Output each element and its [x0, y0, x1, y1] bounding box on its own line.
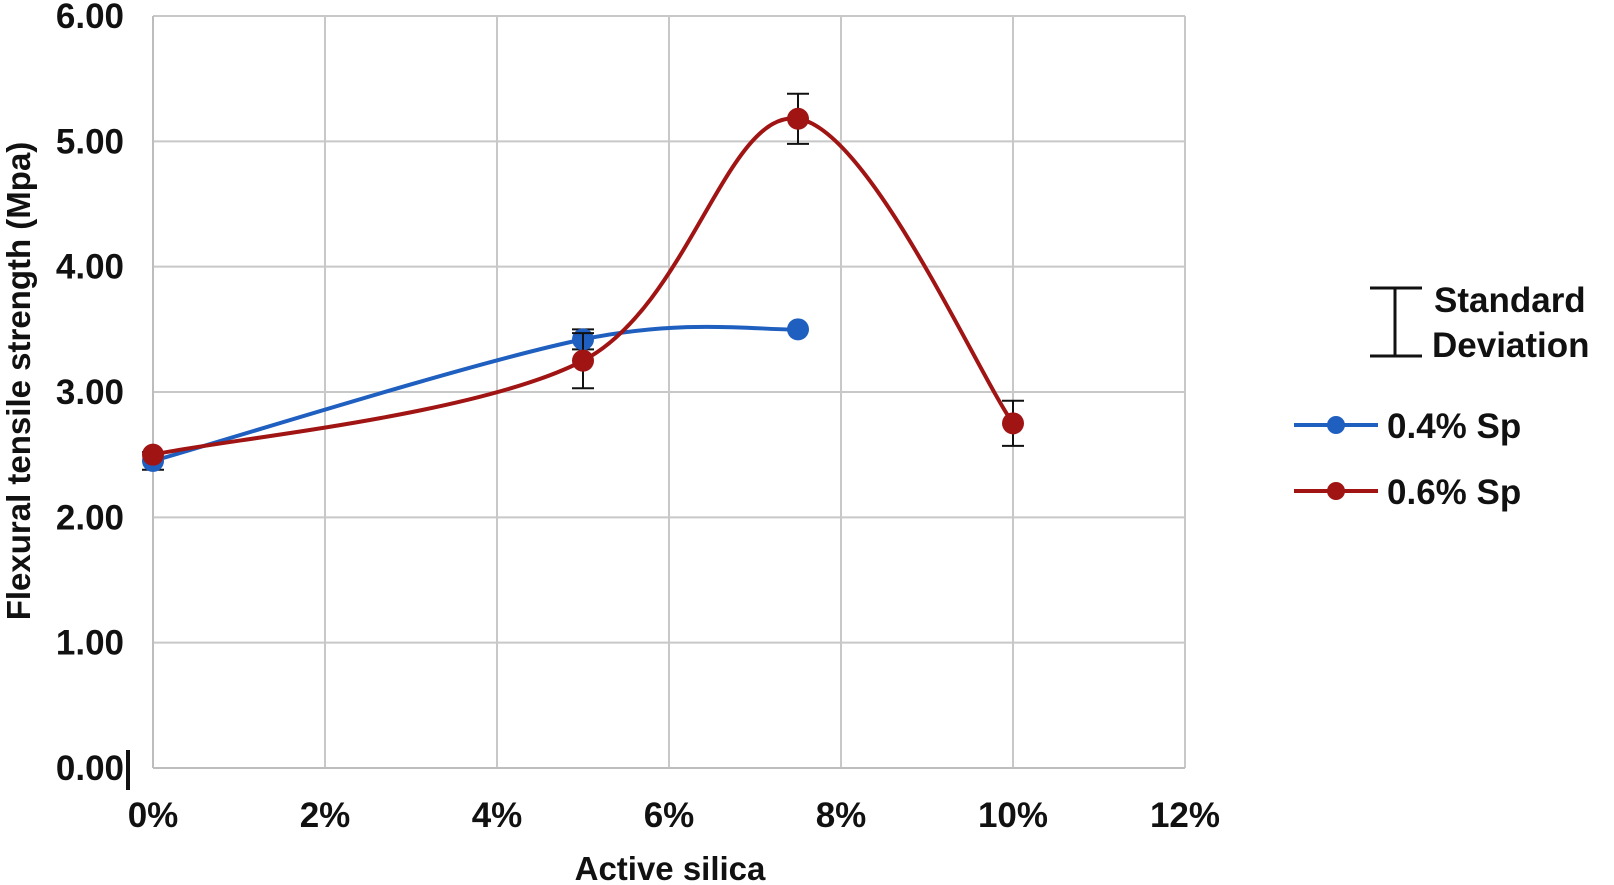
data-point — [572, 349, 594, 372]
legend-item-1: 0.4% Sp — [1294, 407, 1521, 446]
y-tick-label: 0.00 — [56, 749, 124, 788]
y-tick-label: 6.00 — [56, 0, 124, 36]
data-point — [142, 443, 164, 466]
series-1 — [142, 318, 809, 472]
x-tick-label: 8% — [816, 796, 867, 835]
y-axis-title: Flexural tensile strength (Mpa) — [0, 142, 37, 621]
x-axis-title: Active silica — [575, 850, 766, 885]
data-point — [787, 318, 809, 341]
y-tick-label: 5.00 — [56, 122, 124, 161]
y-tick-label: 1.00 — [56, 624, 124, 663]
legend: Standard Deviation 0.4% Sp 0.6% Sp — [1294, 281, 1590, 512]
legend-item-2: 0.6% Sp — [1294, 473, 1521, 512]
x-tick-label: 12% — [1150, 796, 1220, 835]
data-point — [1002, 412, 1024, 435]
legend-errorbar-label-line2: Deviation — [1432, 326, 1590, 365]
legend-label: 0.4% Sp — [1387, 407, 1521, 446]
legend-label: 0.6% Sp — [1387, 473, 1521, 512]
x-axis-ticks: 0% 2% 4% 6% 8% 10% 12% — [128, 796, 1220, 835]
y-tick-label: 2.00 — [56, 498, 124, 537]
series-line — [152, 324, 799, 463]
series-2 — [142, 92, 1024, 466]
data-point — [787, 107, 809, 130]
series-line — [152, 116, 1015, 457]
x-tick-label: 0% — [128, 796, 179, 835]
y-tick-label: 4.00 — [56, 248, 124, 287]
legend-errorbar-icon — [1370, 286, 1422, 358]
legend-marker — [1327, 482, 1345, 500]
series-layer — [142, 92, 1024, 472]
x-tick-label: 6% — [644, 796, 695, 835]
legend-errorbar-label-line1: Standard — [1434, 281, 1586, 320]
legend-series: 0.4% Sp 0.6% Sp — [1294, 407, 1521, 512]
x-tick-label: 4% — [472, 796, 523, 835]
legend-marker — [1327, 416, 1345, 434]
y-axis-ticks: 0.00 1.00 2.00 3.00 4.00 5.00 6.00 — [56, 0, 124, 788]
x-tick-label: 2% — [300, 796, 351, 835]
x-tick-label: 10% — [978, 796, 1048, 835]
y-tick-label: 3.00 — [56, 373, 124, 412]
grid — [126, 15, 1186, 790]
